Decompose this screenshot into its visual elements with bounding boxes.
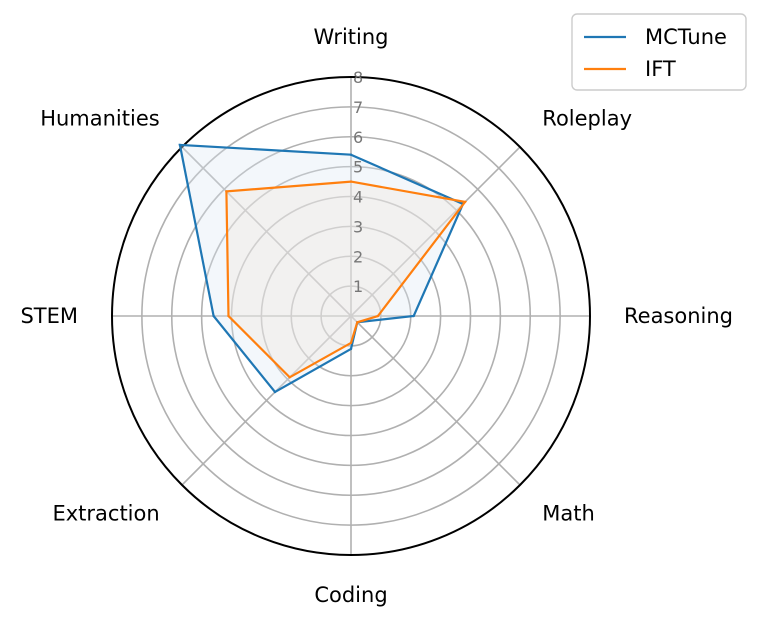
point-mctune-extraction	[273, 390, 277, 394]
point-mctune-writing	[349, 153, 353, 156]
axis-label-stem: STEM	[20, 304, 78, 328]
tick-label-3: 3	[353, 217, 363, 236]
legend-label-mctune: MCTune	[645, 25, 727, 49]
grid-layer	[111, 76, 591, 556]
axis-label-extraction: Extraction	[52, 501, 159, 525]
spoke-roleplay	[350, 146, 521, 317]
point-mctune-humanities	[178, 143, 182, 147]
tick-label-4: 4	[353, 188, 363, 207]
point-ift-reasoning	[376, 314, 380, 318]
spoke-math	[350, 315, 521, 486]
point-ift-extraction	[288, 376, 291, 379]
axis-label-writing: Writing	[314, 25, 389, 49]
series-area-ift	[226, 181, 466, 378]
axis-label-roleplay: Roleplay	[542, 107, 632, 131]
axis-label-layer: Writing Roleplay Reasoning Math Coding Extrac…	[20, 25, 733, 607]
axis-label-reasoning: Reasoning	[624, 304, 733, 328]
tick-label-5: 5	[353, 158, 363, 177]
tick-label-6: 6	[353, 128, 363, 147]
axis-label-math: Math	[542, 501, 595, 525]
point-ift-writing	[349, 180, 353, 183]
tick-label-2: 2	[353, 247, 363, 266]
series-area-mctune	[179, 144, 463, 392]
outer-frame	[111, 76, 591, 556]
point-ift-coding	[349, 341, 353, 345]
point-ift-stem	[227, 314, 230, 318]
tick-layer: 1 2 3 4 5 6 7 8	[353, 68, 363, 296]
point-ift-math	[356, 321, 359, 324]
spoke-humanities	[181, 146, 352, 317]
legend-label-ift: IFT	[645, 57, 676, 81]
point-mctune-stem	[212, 314, 215, 318]
point-mctune-coding	[349, 347, 353, 351]
axis-label-humanities: Humanities	[40, 107, 160, 131]
spoke-extraction	[181, 315, 352, 486]
legend: MCTune IFT	[571, 13, 747, 91]
tick-label-7: 7	[353, 98, 363, 117]
point-ift-roleplay	[463, 200, 467, 204]
legend-box	[571, 13, 747, 91]
series-layer	[178, 143, 468, 394]
point-ift-humanities	[225, 190, 228, 193]
tick-label-8: 8	[353, 68, 363, 87]
point-mctune-reasoning	[412, 314, 415, 318]
tick-label-1: 1	[353, 277, 363, 296]
axis-label-coding: Coding	[314, 583, 387, 607]
